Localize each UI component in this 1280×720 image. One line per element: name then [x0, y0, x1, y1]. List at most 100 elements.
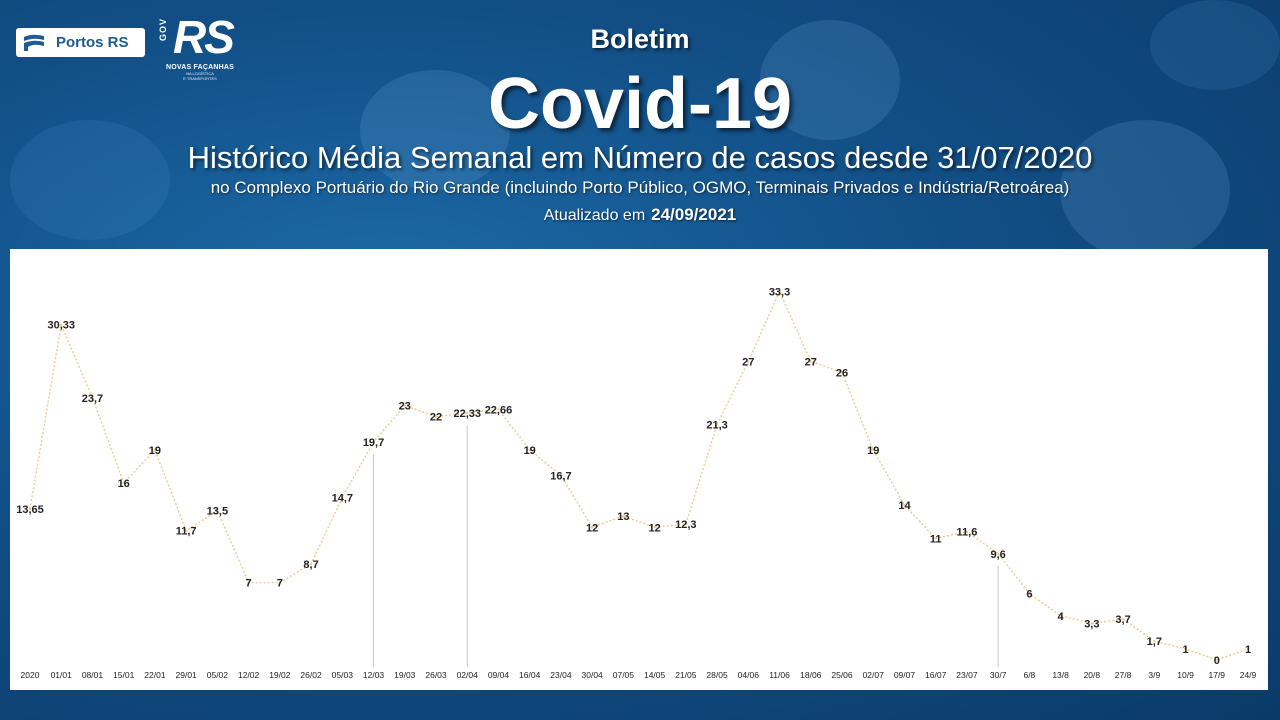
data-label: 1: [1182, 644, 1188, 656]
data-label: 12: [648, 522, 660, 534]
data-point: [622, 515, 625, 518]
x-tick-label: 11/06: [769, 670, 790, 680]
data-label: 3,3: [1084, 619, 1099, 631]
data-point: [28, 507, 32, 511]
data-point: [559, 474, 563, 477]
updated-date: 24/09/2021: [651, 205, 737, 224]
data-point: [528, 448, 531, 452]
data-label: 1: [1245, 644, 1251, 656]
rs-logo-tagline-2: E TRANSPORTES: [183, 76, 217, 81]
x-tick-label: 30/7: [990, 670, 1007, 680]
x-tick-label: 29/01: [176, 670, 198, 680]
series-line: [29, 289, 1249, 661]
x-tick-label: 24/9: [1240, 670, 1257, 680]
data-point: [715, 423, 719, 426]
x-tick-label: 23/07: [956, 670, 978, 680]
background-virus-blob: [10, 120, 170, 240]
x-tick-label: 01/01: [51, 670, 73, 680]
data-point: [809, 360, 812, 363]
x-tick-label: 02/04: [457, 670, 479, 680]
x-tick-label: 17/9: [1208, 670, 1225, 680]
x-tick-label: 19/02: [269, 670, 291, 680]
data-label: 0: [1214, 655, 1220, 667]
x-tick-label: 23/04: [550, 670, 572, 680]
x-tick-label: 6/8: [1023, 670, 1035, 680]
data-label: 12,3: [675, 519, 696, 531]
x-tick-label: 02/07: [863, 670, 885, 680]
data-label: 1,7: [1147, 636, 1162, 648]
data-point: [1059, 614, 1062, 617]
data-label: 19: [867, 445, 879, 457]
rs-logo-tagline-1: NA LOGÍSTICA: [186, 71, 214, 76]
x-tick-label: 2020: [21, 670, 40, 680]
x-tick-label: 20/8: [1084, 670, 1101, 680]
kicker-title: Boletim: [590, 24, 690, 54]
data-point: [122, 481, 125, 485]
data-point: [1028, 592, 1031, 595]
x-tick-label: 26/03: [425, 670, 447, 680]
data-label: 27: [742, 356, 754, 368]
data-point: [216, 509, 219, 512]
data-point: [278, 581, 282, 584]
data-label: 11,6: [957, 527, 978, 539]
data-label: 13,65: [16, 504, 44, 516]
data-label: 13: [617, 511, 629, 523]
x-tick-label: 22/01: [144, 670, 166, 680]
data-label: 16: [118, 478, 130, 490]
data-label: 22,33: [453, 408, 481, 420]
data-point: [372, 440, 375, 444]
data-point: [653, 526, 656, 529]
x-tick-label: 16/07: [925, 670, 947, 680]
data-point: [590, 526, 594, 529]
x-tick-label: 14/05: [644, 670, 666, 680]
data-label: 22: [430, 412, 442, 424]
portos-logo-text: Portos RS: [56, 34, 129, 51]
data-label: 11: [930, 533, 942, 545]
chart-description: no Complexo Portuário do Rio Grande (inc…: [210, 178, 1070, 197]
data-point: [466, 411, 469, 415]
data-label: 22,66: [485, 404, 513, 416]
data-point: [747, 360, 750, 363]
background-virus-blob: [1150, 0, 1280, 90]
background-virus-blob: [760, 20, 900, 140]
data-point: [872, 448, 875, 452]
data-point: [1246, 647, 1250, 651]
x-tick-label: 27/8: [1115, 670, 1132, 680]
data-label: 23,7: [82, 393, 103, 405]
background-virus-blob: [360, 70, 510, 190]
data-point: [1184, 647, 1187, 651]
x-tick-label: 05/03: [332, 670, 354, 680]
data-point: [434, 415, 438, 418]
data-point: [403, 404, 406, 407]
data-label: 9,6: [991, 549, 1006, 561]
x-tick-label: 3/9: [1148, 670, 1160, 680]
data-label: 14: [898, 500, 911, 512]
data-label: 19,7: [363, 437, 384, 449]
data-point: [1090, 622, 1094, 625]
x-tick-label: 26/02: [300, 670, 322, 680]
x-tick-label: 13/8: [1052, 670, 1069, 680]
data-label: 33,3: [769, 287, 790, 299]
data-label: 14,7: [332, 492, 353, 504]
data-label: 7: [277, 578, 283, 590]
rs-logo-letters: RS: [173, 11, 235, 63]
data-point: [684, 522, 688, 526]
portos-wave-icon: [24, 34, 44, 51]
data-label: 26: [836, 367, 848, 379]
data-label: 7: [246, 578, 252, 590]
data-label: 21,3: [706, 419, 727, 431]
rs-logo-slogan: NOVAS FAÇANHAS: [165, 64, 234, 71]
x-tick-label: 05/02: [207, 670, 229, 680]
data-label: 4: [1058, 611, 1065, 623]
data-label: 16,7: [550, 470, 571, 482]
x-tick-label: 10/9: [1177, 670, 1194, 680]
data-label: 19: [149, 445, 161, 457]
x-tick-label: 18/06: [800, 670, 822, 680]
data-point: [309, 562, 313, 565]
x-tick-label: 08/01: [82, 670, 104, 680]
chart-subtitle: Histórico Média Semanal em Número de cas…: [187, 140, 1093, 175]
updated-line: Atualizado em 24/09/2021: [0, 205, 1280, 225]
data-point: [184, 529, 188, 532]
data-label: 12: [586, 522, 598, 534]
